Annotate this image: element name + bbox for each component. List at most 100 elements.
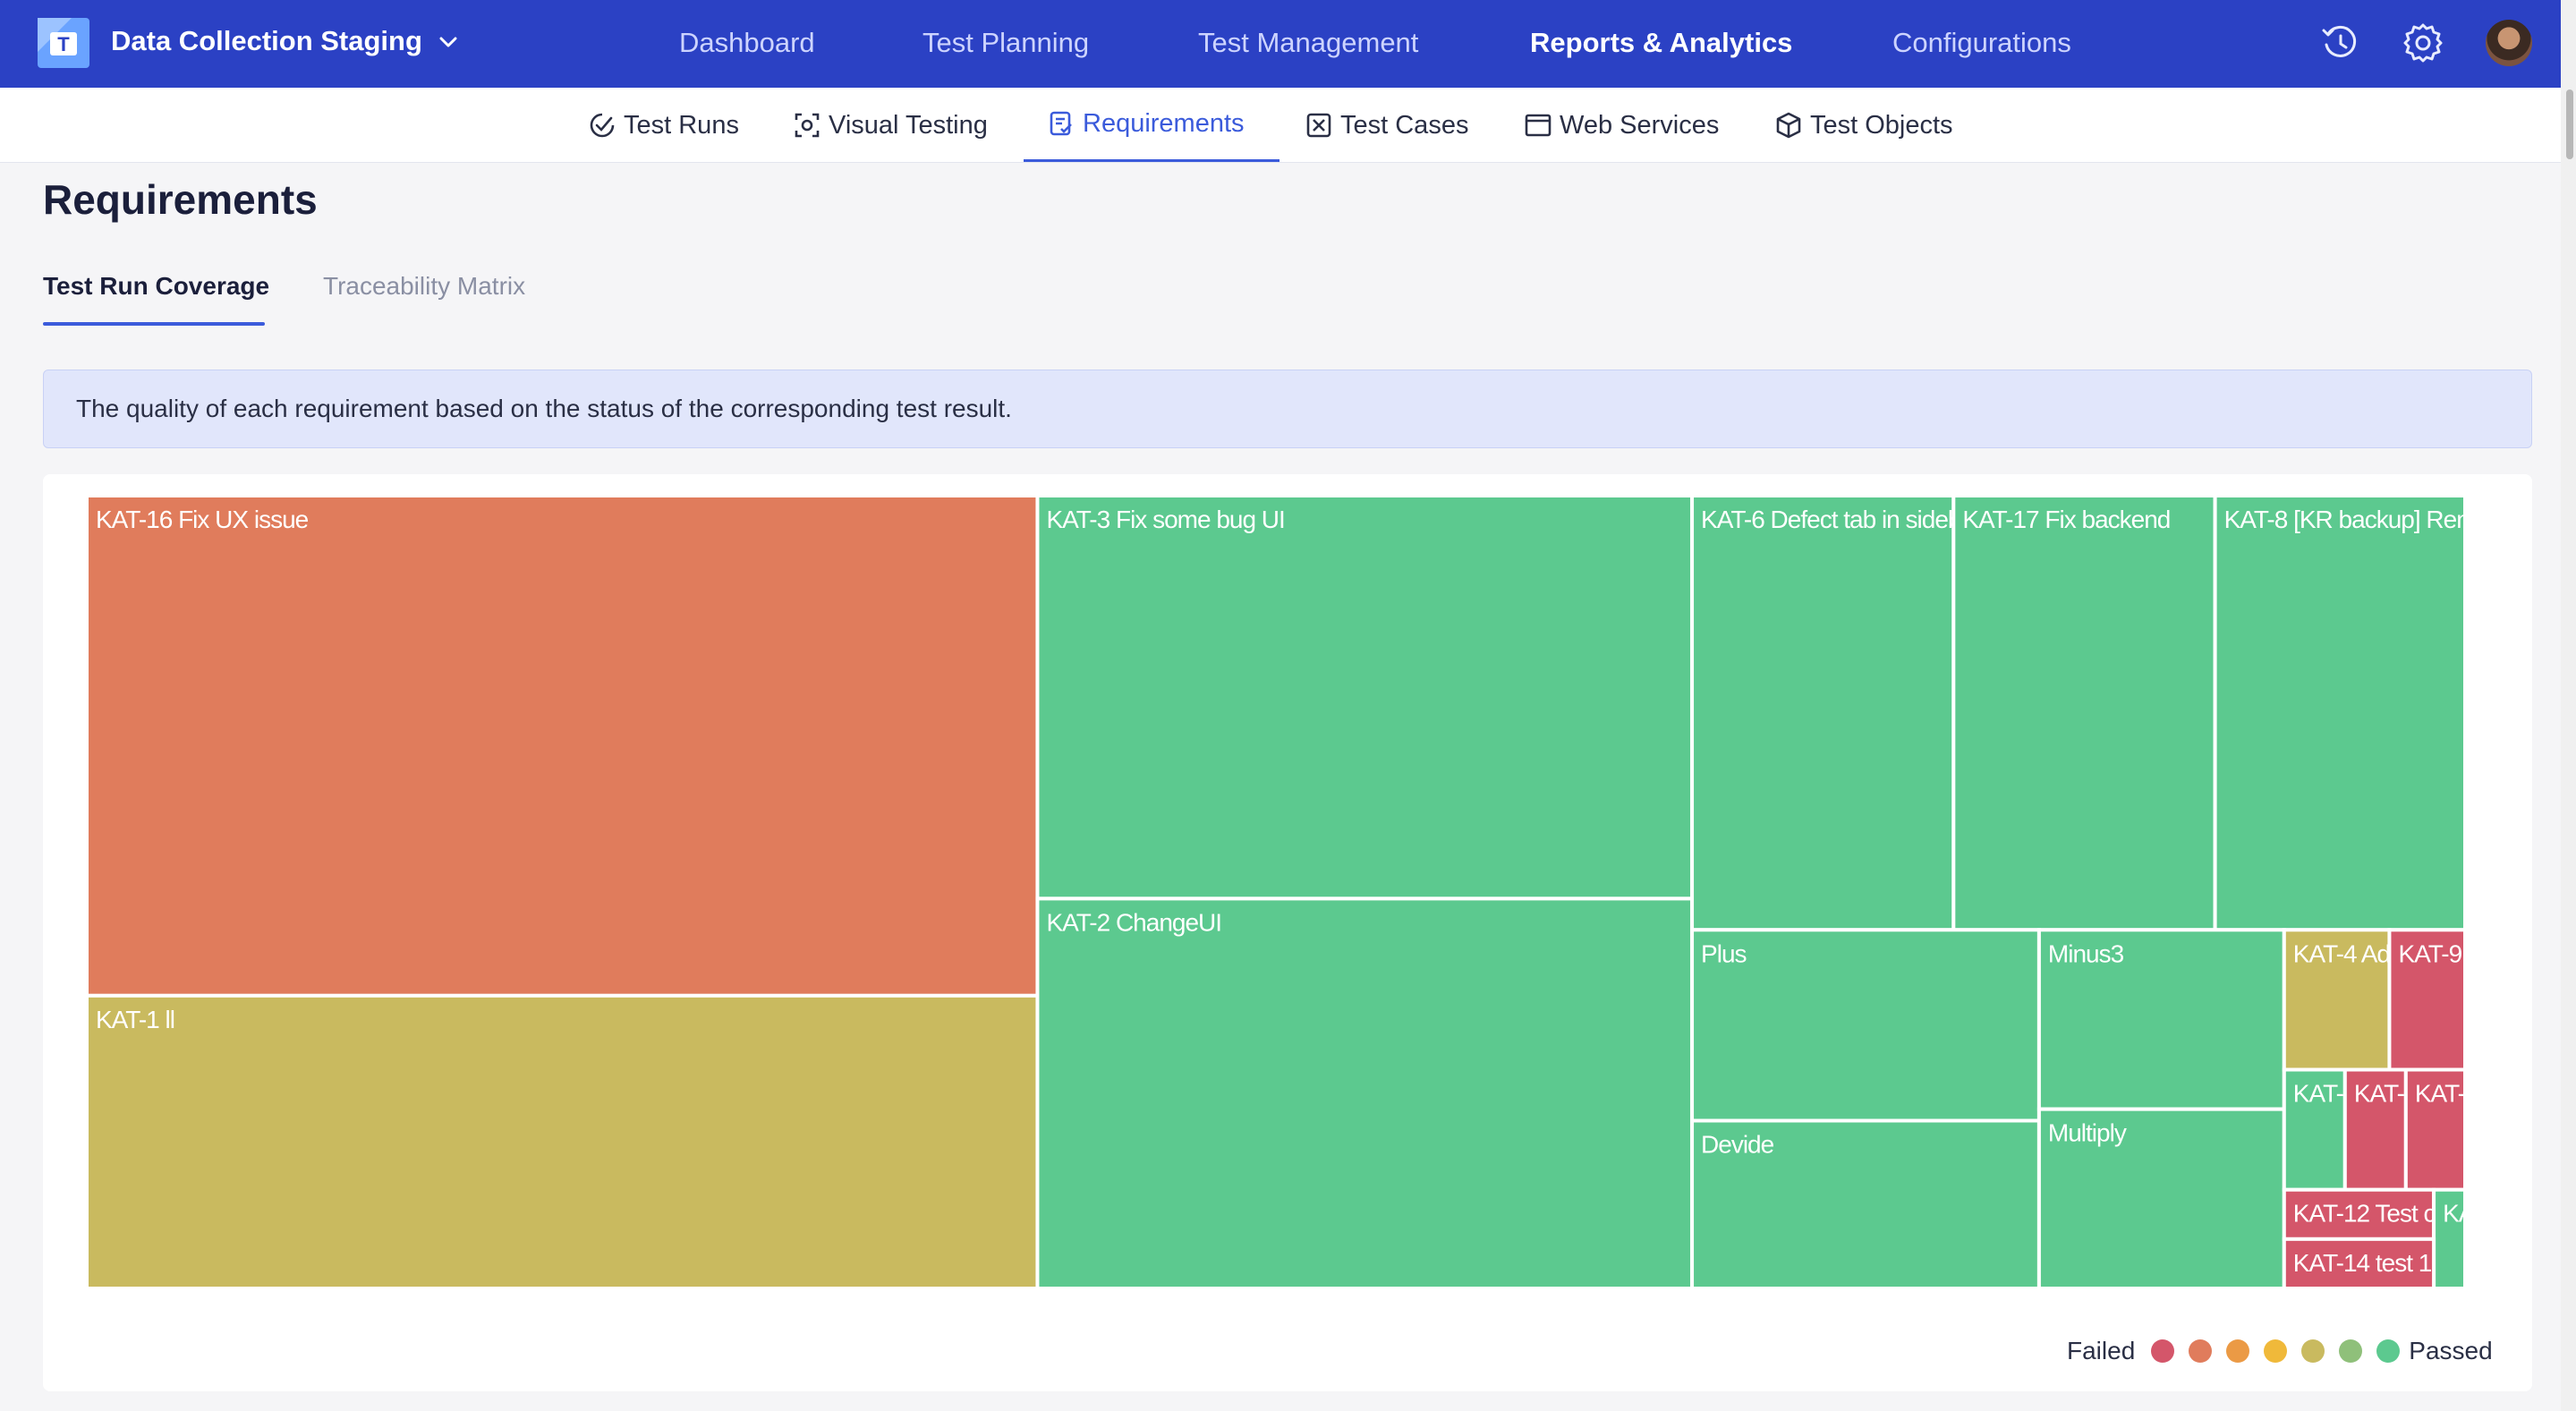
treemap-cell[interactable]: KAT-1 ll — [87, 993, 1040, 1288]
treemap-cell-label: Devide — [1701, 1131, 1774, 1159]
legend-dot — [2189, 1339, 2213, 1363]
active-subnav-indicator — [1024, 159, 1279, 162]
sub-navigation: Test Runs Visual Testing Requirements Te… — [0, 88, 2561, 163]
subnav-visual-testing-label: Visual Testing — [829, 110, 988, 140]
treemap-cell[interactable]: Multiply — [2036, 1107, 2286, 1288]
treemap-cell-label: KAT- — [2293, 1080, 2344, 1108]
legend-dot — [2226, 1339, 2250, 1363]
subnav-requirements-label: Requirements — [1083, 108, 1245, 138]
treemap-cell-rect[interactable] — [1951, 496, 2217, 932]
treemap-cell[interactable]: Devide — [1690, 1118, 2041, 1288]
treemap-cell-label: KAT-3 Fix some bug UI — [1046, 506, 1284, 533]
subnav-test-runs-label: Test Runs — [624, 110, 739, 140]
treemap-cell[interactable]: KAT-3 Fix some bug UI — [1035, 496, 1695, 901]
treemap-cell[interactable]: KAT-12 Test case — [2282, 1187, 2465, 1241]
gear-icon[interactable] — [2400, 20, 2446, 66]
subnav-requirements[interactable]: Requirements — [1047, 106, 1245, 141]
requirements-treemap: KAT-16 Fix UX issue KAT-1 ll KAT-3 Fix som… — [87, 496, 2465, 1288]
cube-icon — [1776, 112, 1801, 139]
subnav-test-objects-label: Test Objects — [1810, 110, 1953, 140]
treemap-cell-label: Plus — [1701, 939, 1746, 967]
treemap-cell-rect[interactable] — [2282, 1237, 2436, 1288]
treemap-cell[interactable]: Plus — [1690, 928, 2041, 1123]
subnav-test-runs[interactable]: Test Runs — [588, 107, 739, 143]
treemap-cell-rect[interactable] — [2036, 1107, 2286, 1288]
treemap-cell-rect[interactable] — [87, 993, 1040, 1288]
legend-dot — [2264, 1339, 2288, 1363]
treemap-cell[interactable]: Minus3 — [2036, 928, 2286, 1111]
treemap-cell-label: KAT-12 Test case — [2293, 1200, 2465, 1228]
treemap-cell[interactable]: KAT- — [2282, 1067, 2347, 1192]
test-cases-icon — [1306, 113, 1331, 138]
chevron-down-icon[interactable] — [433, 27, 463, 57]
treemap-cell[interactable]: KAT-6 Defect tab in sidebar — [1690, 496, 1982, 932]
nav-dashboard[interactable]: Dashboard — [679, 27, 815, 58]
active-tab-indicator — [43, 322, 265, 326]
treemap-cell-label: KAT-4 Add — [2293, 939, 2403, 967]
treemap-cell-label: Minus3 — [2048, 939, 2124, 967]
legend-dot — [2151, 1339, 2175, 1363]
treemap-cell[interactable]: KAT-2 ChangeUI — [1035, 897, 1695, 1288]
info-banner-text: The quality of each requirement based on… — [76, 395, 1012, 422]
test-runs-icon — [590, 113, 615, 138]
treemap-cell-label: KAT- — [2354, 1080, 2405, 1108]
treemap-cell[interactable]: KAT-9 — [2387, 928, 2465, 1072]
subnav-visual-testing[interactable]: Visual Testing — [793, 107, 988, 143]
subnav-test-cases-label: Test Cases — [1340, 110, 1469, 140]
treemap-cell-label: Multiply — [2048, 1119, 2127, 1147]
treemap-cell-rect[interactable] — [2213, 496, 2465, 932]
treemap-cell-label: KAT-9 — [2398, 939, 2461, 967]
treemap-cell-label: KAT-16 Fix UX issue — [96, 506, 309, 533]
web-services-icon — [1525, 114, 1552, 137]
treemap-cell-label: KAT-17 Fix backend — [1962, 506, 2170, 533]
legend-passed-label: Passed — [2409, 1337, 2493, 1364]
user-avatar[interactable] — [2486, 20, 2532, 66]
visual-testing-icon — [795, 113, 820, 138]
treemap-cell-label: KAT-8 [KR backup] Remove — [2224, 506, 2465, 533]
color-legend: Failed Passed — [2067, 1335, 2493, 1367]
treemap-cell[interactable]: KAT- — [2403, 1067, 2465, 1192]
treemap-cell-rect[interactable] — [2387, 928, 2465, 1072]
treemap-cell[interactable]: KAT — [2432, 1187, 2465, 1288]
legend-failed-label: Failed — [2067, 1337, 2136, 1364]
nav-test-planning[interactable]: Test Planning — [922, 27, 1090, 58]
history-icon[interactable] — [2317, 20, 2364, 66]
nav-reports-analytics[interactable]: Reports & Analytics — [1530, 27, 1793, 58]
subnav-test-objects[interactable]: Test Objects — [1774, 107, 1953, 143]
treemap-cell-rect[interactable] — [2282, 1067, 2347, 1192]
treemap-cell-rect[interactable] — [2403, 1067, 2465, 1192]
nav-configurations[interactable]: Configurations — [1892, 27, 2071, 58]
subnav-test-cases[interactable]: Test Cases — [1305, 107, 1468, 143]
top-navigation-bar: T Data Collection Staging Dashboard Test… — [0, 0, 2561, 88]
requirements-icon — [1050, 111, 1072, 136]
treemap-cell-label: KAT- — [2415, 1080, 2465, 1108]
treemap-cell[interactable]: KAT- — [2342, 1067, 2408, 1192]
tab-test-run-coverage[interactable]: Test Run Coverage — [43, 272, 270, 300]
legend-dot — [2301, 1339, 2325, 1363]
treemap-cell-rect[interactable] — [1035, 897, 1695, 1288]
info-banner: The quality of each requirement based on… — [43, 370, 2532, 448]
nav-test-management[interactable]: Test Management — [1198, 27, 1419, 58]
scrollbar-thumb[interactable] — [2566, 89, 2573, 159]
tab-traceability-matrix[interactable]: Traceability Matrix — [323, 272, 526, 300]
treemap-cell[interactable]: KAT-16 Fix UX issue — [87, 496, 1040, 998]
scrollbar-track[interactable] — [2561, 0, 2576, 1411]
subnav-web-services[interactable]: Web Services — [1524, 107, 1719, 143]
treemap-cell[interactable]: KAT-17 Fix backend — [1951, 496, 2217, 932]
project-name[interactable]: Data Collection Staging — [111, 25, 422, 56]
treemap-cell[interactable]: KAT-8 [KR backup] Remove — [2213, 496, 2465, 932]
svg-text:T: T — [57, 33, 70, 55]
subnav-web-services-label: Web Services — [1560, 110, 1720, 140]
treemap-cell-rect[interactable] — [1035, 496, 1695, 901]
legend-dot — [2376, 1339, 2401, 1363]
treemap-cell-label: KAT-6 Defect tab in sidebar — [1701, 506, 1982, 533]
treemap-cell-label: KAT-2 ChangeUI — [1046, 908, 1221, 936]
treemap-cell-rect[interactable] — [1690, 496, 1956, 932]
treemap-cell[interactable]: KAT-4 Add — [2282, 928, 2403, 1072]
app-logo-icon[interactable]: T — [36, 16, 93, 70]
treemap-cell-label: KAT-14 test 1 — [2293, 1249, 2432, 1277]
page-title: Requirements — [43, 176, 318, 223]
treemap-cell[interactable]: KAT-14 test 1 — [2282, 1237, 2436, 1288]
treemap-cell-rect[interactable] — [87, 496, 1040, 998]
treemap-cell-rect[interactable] — [2282, 928, 2392, 1072]
